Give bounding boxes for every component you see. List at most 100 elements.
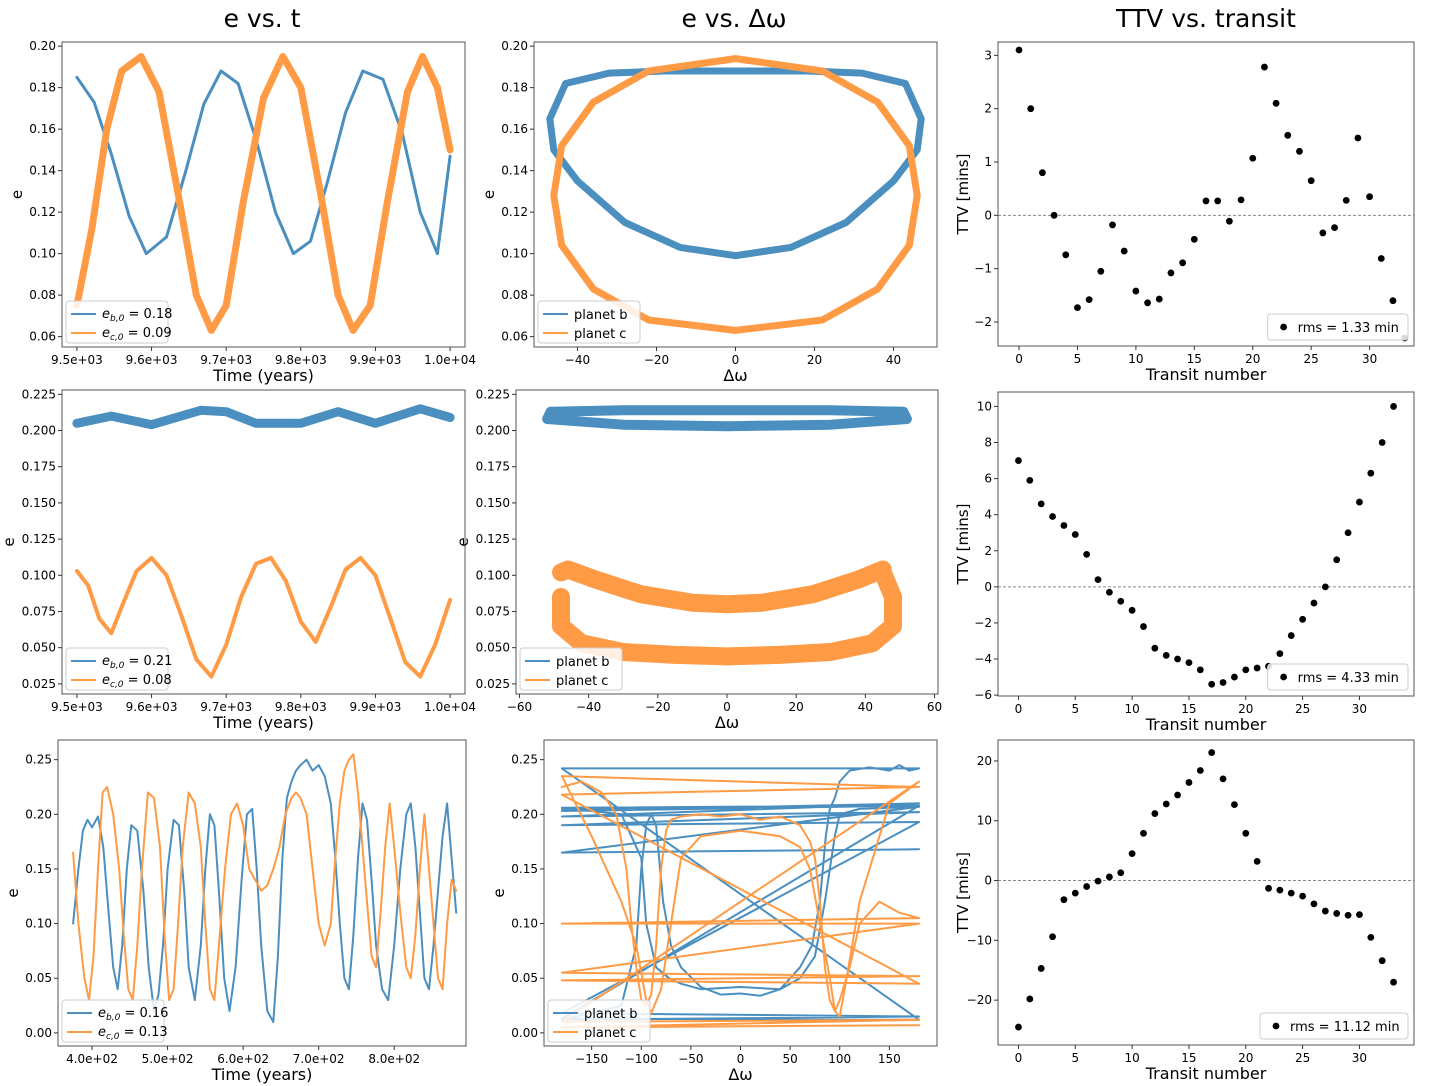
ttv-point (1214, 197, 1222, 205)
plot-area (998, 749, 1414, 1031)
y-tick-label: 0.025 (476, 677, 510, 691)
x-tick-label: 40 (886, 353, 901, 367)
ttv-point (1155, 295, 1163, 303)
ttv-point (1027, 105, 1035, 113)
legend: eb,0 = 0.18 ec,0 = 0.09 (65, 300, 172, 344)
ttv-point (1117, 869, 1125, 877)
panel-r3c1: 4.0e+02 5.0e+02 6.0e+02 7.0e+02 8.0e+02 0.00 0… (4, 739, 467, 1084)
y-tick-label: 0.15 (25, 862, 52, 876)
x-tick-label: 20 (789, 700, 804, 714)
ttv-point (1249, 154, 1257, 162)
ttv-point (1174, 791, 1181, 799)
x-tick-label: 0 (1015, 1051, 1023, 1065)
x-tick-label: 10 (1124, 1051, 1139, 1065)
legend-label: eb,0 = 0.21 (102, 654, 172, 671)
ttv-point (1208, 680, 1216, 688)
ttv-point (1026, 477, 1034, 484)
x-tick-label: 30 (1352, 1051, 1367, 1065)
plot-area (546, 55, 925, 334)
ttv-point (1342, 197, 1350, 204)
x-axis-label: Δω (723, 366, 747, 385)
x-tick-label: 5 (1074, 352, 1082, 366)
y-tick-label: 0.16 (29, 122, 56, 136)
ttv-point (1151, 810, 1159, 817)
column-title-ttv-vs-transit: TTV vs. transit (1116, 4, 1296, 33)
ttv-point (1196, 666, 1204, 674)
y-axis-label: TTV [mins] (954, 504, 972, 586)
x-tick-label: 15 (1181, 1051, 1196, 1065)
x-tick-label: 25 (1304, 352, 1319, 366)
y-tick-label: 0.12 (29, 205, 56, 219)
ttv-point (1162, 800, 1170, 808)
ttv-point (1060, 522, 1068, 529)
x-tick-label: −20 (645, 700, 670, 714)
y-axis-label: e (454, 537, 472, 546)
y-tick-label: 0.10 (501, 247, 528, 261)
legend-label: planet c (556, 674, 608, 689)
ttv-point (1120, 247, 1128, 255)
y-tick-label: 0.20 (501, 39, 528, 53)
axes-frame (997, 739, 1415, 1046)
x-tick-label: 5.0e+02 (142, 1052, 194, 1066)
series-line-planet-c (560, 775, 921, 1029)
panel-r1c1: 9.5e+03 9.6e+03 9.7e+03 9.8e+03 9.9e+03 1.0e+… (8, 39, 476, 385)
x-tick-label: 20 (1238, 1051, 1253, 1065)
ttv-point (1128, 606, 1136, 614)
ttv-point (1310, 599, 1318, 607)
x-tick-label: −50 (678, 1052, 703, 1066)
ttv-point (1299, 615, 1307, 623)
ttv-point (1356, 911, 1363, 919)
ttv-point (1179, 259, 1187, 267)
y-tick-label: 0 (984, 874, 992, 888)
y-tick-label: 0.10 (511, 917, 538, 931)
axes-frame (997, 41, 1415, 347)
ttv-point (1378, 439, 1386, 446)
legend-label: rms = 1.33 min (1298, 321, 1399, 336)
y-tick-label: 0 (984, 580, 992, 594)
legend: planet b planet c (547, 999, 651, 1043)
y-tick-label: −4 (974, 652, 992, 666)
ttv-point (1366, 193, 1373, 201)
ttv-point (1026, 995, 1034, 1003)
column-title-e-vs-domega: e vs. Δω (681, 4, 787, 33)
ttv-point (1390, 978, 1397, 986)
x-tick-label: 9.7e+03 (200, 353, 252, 367)
x-tick-label: 40 (858, 700, 873, 714)
panel-r2c1: 9.5e+03 9.6e+03 9.7e+03 9.8e+03 9.9e+03 1.0e+… (0, 387, 476, 732)
x-tick-label: −60 (507, 700, 532, 714)
legend-label: ec,0 = 0.08 (102, 673, 172, 690)
ttv-point (1321, 583, 1329, 591)
ttv-point (1261, 63, 1268, 71)
legend: eb,0 = 0.21 ec,0 = 0.08 (65, 647, 172, 691)
ttv-point (1208, 749, 1216, 756)
ttv-point (1062, 251, 1070, 259)
ttv-point (1190, 235, 1198, 243)
legend-box (1267, 663, 1409, 691)
x-tick-label: −20 (644, 353, 669, 367)
series-line-planet-c (74, 555, 453, 679)
panel-r2c3: 0 5 10 15 20 25 30 −6 −4 −2 0 2 4 6 8 10 Transit number T… (954, 391, 1415, 734)
ttv-point (1242, 666, 1250, 674)
x-axis-label: Transit number (1145, 1064, 1267, 1083)
y-axis-label: e (8, 190, 26, 199)
x-tick-label: 9.5e+03 (51, 700, 103, 714)
legend-label: ec,0 = 0.09 (102, 326, 172, 343)
ttv-point (1094, 877, 1102, 885)
ttv-point (1310, 900, 1318, 908)
panel-r1c2: −40 −20 0 20 40 0.06 0.08 0.10 0.12 0.14 0.16 0.18 0… (480, 39, 938, 385)
ttv-point (1037, 500, 1045, 508)
axes-frame (61, 389, 466, 695)
ttv-point (1299, 892, 1307, 900)
plot-area (560, 764, 921, 1029)
ttv-point (1060, 896, 1068, 904)
ttv-point (1242, 829, 1250, 837)
ttv-point (1219, 679, 1227, 686)
x-tick-label: 9.8e+03 (275, 353, 327, 367)
ttv-point (1105, 873, 1113, 881)
ttv-point (1049, 513, 1056, 520)
legend: rms = 4.33 min (1267, 663, 1409, 691)
ttv-point (1296, 147, 1303, 155)
y-tick-label: 0.05 (511, 971, 538, 985)
y-tick-label: 0.150 (22, 496, 56, 510)
